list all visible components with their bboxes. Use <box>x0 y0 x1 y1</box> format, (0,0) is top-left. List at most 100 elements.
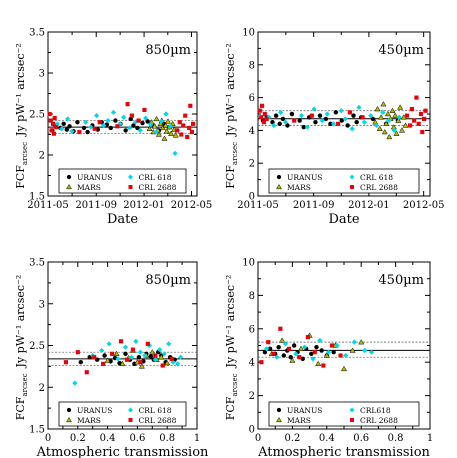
data-point <box>137 127 143 133</box>
data-point <box>293 351 299 357</box>
data-point <box>259 103 265 108</box>
data-point <box>126 125 133 131</box>
data-point <box>101 122 107 129</box>
y-axis-title-subscript: arcsec <box>231 373 239 396</box>
legend-marker <box>128 174 133 180</box>
chart-panel-2: 0 2 4 6 8 10 2011-05 2011-09 2012-01 2012-05 450µm… <box>224 28 444 228</box>
data-point <box>323 116 329 122</box>
legend-label: MARS <box>77 416 101 425</box>
data-point <box>304 124 310 130</box>
data-point <box>354 119 359 125</box>
panel-label: 850µm <box>145 43 191 58</box>
data-point <box>277 121 282 127</box>
y-axis-title-units: Jy pW⁻¹ arcsec⁻² <box>224 43 237 137</box>
data-point <box>177 120 182 125</box>
data-point <box>148 354 154 359</box>
data-point <box>402 122 409 128</box>
y-tick-label: 0 <box>249 192 255 203</box>
data-point <box>47 111 52 117</box>
y-tick-label: 3.5 <box>29 258 45 269</box>
x-tick-label: 0.8 <box>159 433 175 444</box>
data-point <box>416 121 421 126</box>
data-point <box>131 123 136 128</box>
data-point <box>358 339 365 345</box>
data-point <box>63 360 68 365</box>
legend-label: CRL 618 <box>139 406 172 415</box>
data-point <box>178 354 184 360</box>
data-point <box>362 347 368 354</box>
data-point <box>386 133 393 140</box>
y-tick-label: 2.5 <box>29 341 45 352</box>
data-point <box>412 118 417 123</box>
data-point <box>69 128 75 134</box>
data-point <box>155 131 162 137</box>
y-axis-title-subscript: arcsec <box>21 373 29 396</box>
data-point <box>67 124 72 129</box>
data-point <box>172 132 179 138</box>
legend-marker <box>128 185 133 189</box>
y-axis-title: FCFarcsec Jy pW⁻¹ arcsec⁻² <box>14 43 29 189</box>
data-point <box>378 114 385 120</box>
data-point <box>174 128 180 133</box>
data-point <box>75 119 80 125</box>
data-point <box>331 349 336 355</box>
legend-box <box>268 168 420 194</box>
data-point <box>101 361 106 366</box>
data-point <box>312 350 317 355</box>
series-crl-2688 <box>47 102 196 140</box>
y-tick-label: 8 <box>249 291 255 302</box>
data-point <box>92 126 97 131</box>
data-point <box>51 121 56 126</box>
data-point <box>334 342 340 349</box>
series-crl-618 <box>266 104 402 133</box>
data-point <box>289 357 296 363</box>
y-tick-label: 3 <box>39 69 45 80</box>
data-point <box>52 116 57 121</box>
data-point <box>88 124 94 130</box>
y-axis-title-prefix: FCF <box>224 165 237 189</box>
data-point <box>189 129 194 135</box>
legend-label: CRL 618 <box>360 173 393 182</box>
data-point <box>351 113 356 118</box>
data-point <box>170 359 176 365</box>
data-point <box>168 130 175 136</box>
x-tick-label: 2011-09 <box>293 200 335 211</box>
y-tick-label: 10 <box>242 258 255 269</box>
data-point <box>361 119 367 125</box>
data-point <box>333 110 339 115</box>
data-point <box>305 335 310 340</box>
data-point <box>138 363 145 369</box>
data-point <box>323 352 330 358</box>
series-crl-2688 <box>259 326 343 368</box>
data-point <box>414 95 419 100</box>
legend-marker <box>128 418 133 422</box>
data-point <box>123 128 128 133</box>
y-axis-title-prefix: FCF <box>14 396 27 420</box>
data-point <box>149 349 156 355</box>
y-axis-title-subscript: arcsec <box>21 142 29 165</box>
legend-label: CRL 618 <box>139 173 172 182</box>
data-point <box>181 123 186 128</box>
data-point <box>262 111 267 117</box>
data-point <box>342 116 348 122</box>
legend-marker <box>276 407 282 413</box>
y-tick-label: 3 <box>39 299 45 310</box>
data-point <box>309 113 314 118</box>
data-point <box>373 122 380 129</box>
legend-label: CRL 2688 <box>139 183 177 192</box>
data-point <box>349 347 356 353</box>
data-point <box>297 355 302 360</box>
data-point <box>376 125 383 131</box>
data-point <box>368 113 374 119</box>
y-axis-title-units: Jy pW⁻¹ arcsec⁻² <box>14 43 27 137</box>
data-point <box>420 129 425 135</box>
data-point <box>325 349 332 355</box>
x-tick-label: 2012-01 <box>348 200 390 211</box>
data-point <box>153 129 159 135</box>
data-point <box>276 344 281 350</box>
data-point <box>271 122 277 129</box>
data-point <box>138 360 143 365</box>
legend-label: URANUS <box>287 173 322 182</box>
x-axis-title: Atmospheric transmission <box>36 445 209 458</box>
data-point <box>104 357 111 363</box>
